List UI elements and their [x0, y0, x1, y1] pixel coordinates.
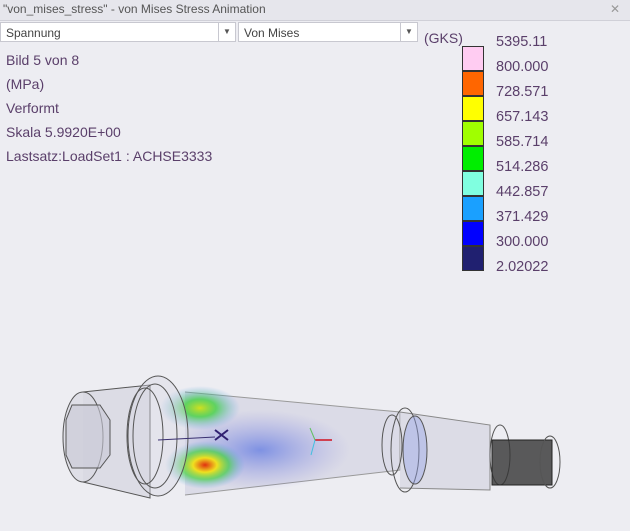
legend-label: 514.286 [496, 159, 549, 175]
chevron-down-icon[interactable]: ▼ [218, 23, 235, 41]
legend-color-block [462, 221, 484, 246]
shaft-model [62, 375, 561, 499]
legend-label: 442.857 [496, 184, 549, 200]
component-value: Von Mises [244, 26, 300, 40]
mode-label: Verformt [6, 100, 59, 116]
window-title: "von_mises_stress" - von Mises Stress An… [3, 2, 266, 16]
legend-label: 300.000 [496, 234, 549, 250]
legend-label: 800.000 [496, 59, 549, 75]
legend-color-block [462, 46, 484, 71]
frame-label: Bild 5 von 8 [6, 52, 80, 68]
legend-color-block [462, 71, 484, 96]
component-select[interactable]: Von Mises ▼ [238, 22, 418, 42]
legend-label: 5395.11 [496, 34, 548, 50]
csys-label: (GKS) [424, 30, 463, 46]
legend-color-block [462, 146, 484, 171]
close-icon[interactable]: ✕ [609, 2, 620, 16]
legend-color-block [462, 246, 484, 271]
title-bar: "von_mises_stress" - von Mises Stress An… [0, 0, 630, 21]
loadset-label: Lastsatz:LoadSet1 : ACHSE3333 [6, 148, 213, 164]
chevron-down-icon[interactable]: ▼ [400, 23, 417, 41]
legend-label: 657.143 [496, 109, 549, 125]
quantity-value: Spannung [6, 26, 61, 40]
legend-color-block [462, 121, 484, 146]
quantity-select[interactable]: Spannung ▼ [0, 22, 236, 42]
legend-label: 728.571 [496, 84, 549, 100]
unit-label: (MPa) [6, 76, 45, 92]
legend-label: 2.02022 [496, 259, 549, 275]
legend-color-block [462, 96, 484, 121]
legend-label: 585.714 [496, 134, 549, 150]
legend-color-block [462, 171, 484, 196]
scale-label: Skala 5.9920E+00 [6, 124, 121, 140]
legend-label: 371.429 [496, 209, 549, 225]
legend-color-block [462, 196, 484, 221]
